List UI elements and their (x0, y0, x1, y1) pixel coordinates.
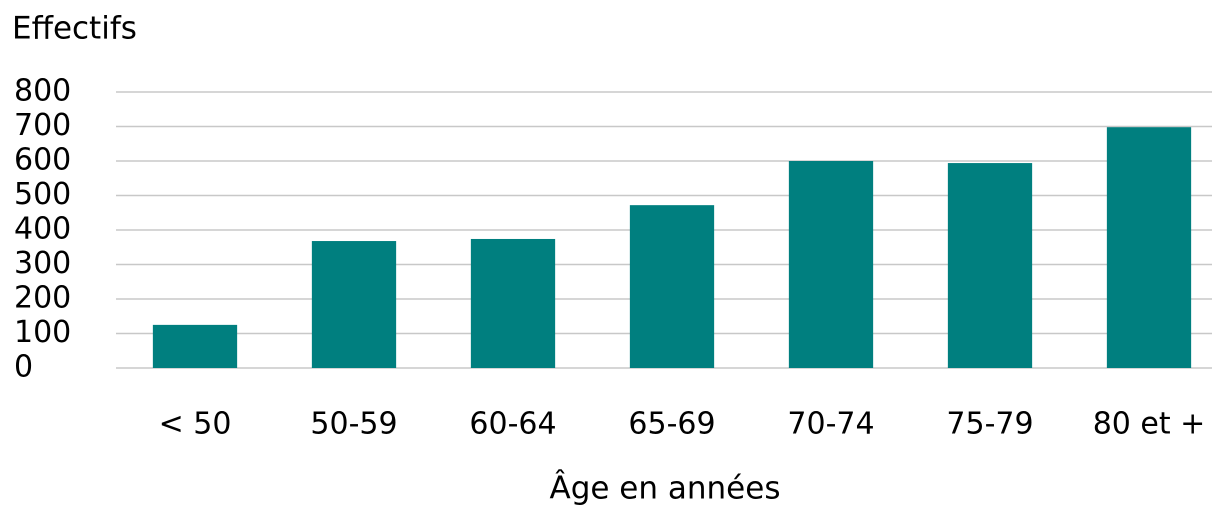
x-axis-label: Âge en années (550, 471, 781, 507)
x-tick-label: 65-69 (628, 407, 715, 442)
y-tick-label: 300 (14, 246, 71, 281)
bar (470, 238, 556, 368)
x-tick-label: 60-64 (469, 407, 556, 442)
y-tick-label: 600 (14, 143, 71, 178)
bar (947, 163, 1033, 368)
y-tick-label: 0 (14, 350, 33, 385)
y-tick-label: 500 (14, 177, 71, 212)
bar (1106, 127, 1192, 368)
x-tick-label: 80 et + (1093, 407, 1206, 442)
y-tick-label: 700 (14, 108, 71, 143)
chart-title: Effectifs (12, 11, 137, 47)
bar (152, 324, 238, 368)
y-tick-label: 800 (14, 74, 71, 109)
x-tick-label: 75-79 (946, 407, 1033, 442)
x-tick-label: 50-59 (310, 407, 397, 442)
y-tick-label: 200 (14, 281, 71, 316)
bar (629, 205, 715, 368)
x-tick-label: 70-74 (787, 407, 874, 442)
bar (311, 241, 397, 368)
y-tick-label: 400 (14, 212, 71, 247)
y-tick-label: 100 (14, 315, 71, 350)
x-tick-label: < 50 (159, 407, 232, 442)
bar (788, 161, 874, 368)
